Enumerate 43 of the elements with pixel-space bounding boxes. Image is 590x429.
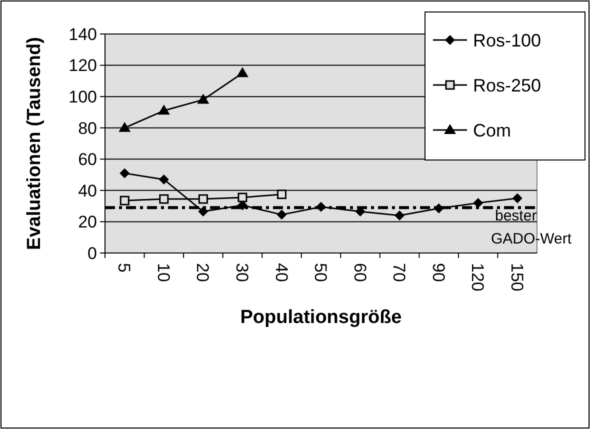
- y-axis-title: Evaluationen (Tausend): [24, 37, 45, 250]
- y-tick-label: 80: [78, 118, 97, 138]
- point: [473, 198, 484, 208]
- y-tick-label: 140: [68, 24, 97, 44]
- point: [118, 122, 131, 132]
- x-tick-label: 70: [390, 263, 409, 282]
- x-tick-label: 150: [507, 263, 526, 292]
- x-axis-title: Populationsgröße: [240, 307, 402, 328]
- x-tick-label: 120: [468, 263, 488, 292]
- x-tick-label: 5: [114, 263, 134, 272]
- y-tick-label: 20: [78, 212, 97, 232]
- point: [512, 193, 522, 204]
- y-tick-label: 40: [78, 181, 97, 200]
- point: [394, 210, 405, 220]
- point: [198, 206, 208, 217]
- x-tick-label: 20: [193, 263, 212, 282]
- ref-line-label: bester GADO-Wert: [491, 208, 572, 248]
- point: [159, 194, 169, 204]
- point: [120, 168, 130, 178]
- x-tick-label: 90: [428, 263, 448, 282]
- point: [276, 210, 287, 220]
- legend-label: Ros-250: [473, 75, 542, 96]
- x-tick-label: 60: [350, 263, 370, 282]
- y-tick-label: 60: [78, 150, 97, 170]
- y-tick-label: 120: [68, 56, 97, 76]
- point: [236, 67, 248, 78]
- point: [197, 94, 210, 104]
- x-tick-label: 30: [232, 263, 252, 282]
- point: [276, 190, 286, 200]
- x-tick-label: 40: [272, 263, 291, 282]
- point: [158, 174, 169, 184]
- point: [434, 203, 444, 214]
- point: [158, 104, 170, 115]
- y-tick-label: 0: [88, 244, 97, 263]
- x-tick-label: 10: [154, 263, 173, 282]
- point: [316, 202, 326, 212]
- x-tick-label: 50: [311, 263, 330, 282]
- y-tick-label: 100: [68, 88, 97, 107]
- point: [238, 192, 248, 202]
- legend-label: Com: [473, 120, 512, 140]
- point: [120, 196, 130, 206]
- legend-label: Ros-100: [473, 30, 542, 50]
- point: [198, 194, 208, 204]
